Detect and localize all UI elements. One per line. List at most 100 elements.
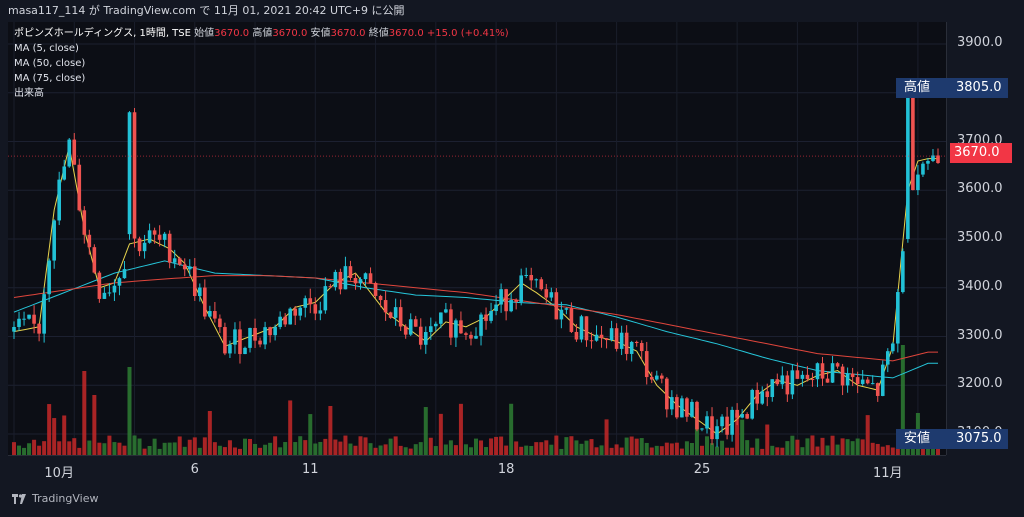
- candle-body: [333, 271, 338, 288]
- candle-body: [589, 340, 594, 342]
- candle-body: [12, 326, 16, 332]
- volume-bar: [243, 438, 247, 455]
- candle-body: [444, 309, 448, 313]
- volume-bar: [142, 448, 147, 455]
- volume-bar: [715, 446, 720, 455]
- volume-bar: [127, 367, 132, 455]
- volume-bar: [288, 400, 293, 455]
- candle-body: [660, 375, 664, 379]
- volume-bar: [499, 436, 504, 455]
- volume-bar: [524, 445, 529, 455]
- high-badge: 高値 3805.0: [896, 78, 1008, 98]
- candle-body: [554, 292, 559, 320]
- candle-body: [82, 210, 87, 235]
- volume-bar: [77, 447, 82, 455]
- candle-body: [238, 329, 242, 355]
- date-tick-label: 25: [693, 462, 711, 477]
- last-price-value: 3670.0: [954, 145, 1000, 160]
- volume-bar: [775, 447, 780, 455]
- candle-body: [17, 318, 21, 327]
- candle-body: [634, 341, 639, 344]
- volume-bar: [725, 447, 730, 455]
- volume-bar: [348, 443, 353, 455]
- low-badge-value: 3075.0: [956, 431, 1002, 446]
- ohlc-high: 高値3670.0: [252, 28, 308, 39]
- candle-body: [293, 308, 298, 316]
- volume-bar: [443, 444, 448, 455]
- volume-bar: [353, 445, 358, 455]
- volume-bar: [745, 440, 750, 455]
- price-tick-label: 3600.0: [957, 181, 1003, 197]
- candle-body: [288, 308, 292, 325]
- volume-bar: [388, 438, 393, 455]
- legend-symbol-row: ポピンズホールディングス, 1時間, TSE 始値3670.0 高値3670.0…: [14, 26, 509, 41]
- candle-body: [830, 363, 835, 383]
- candle-body: [253, 327, 257, 341]
- volume-bar: [735, 413, 740, 455]
- low-badge: 安値 3075.0: [896, 429, 1008, 449]
- volume-bar: [438, 413, 443, 455]
- candle-body: [323, 286, 328, 311]
- volume-bar: [47, 404, 52, 455]
- volume-bar: [283, 442, 288, 455]
- volume-bar: [132, 435, 137, 455]
- volume-bar: [609, 447, 614, 455]
- volume-bar: [273, 436, 278, 455]
- candle-body: [921, 163, 925, 175]
- candle-body: [393, 307, 398, 318]
- candle-body: [97, 272, 102, 299]
- candle-body: [434, 323, 438, 327]
- indicator-ma50[interactable]: MA (50, close): [14, 58, 86, 69]
- candle-body: [42, 294, 46, 334]
- volume-bar: [463, 444, 468, 455]
- candle-body: [474, 335, 478, 339]
- volume-bar: [197, 447, 202, 455]
- candle-body: [534, 279, 539, 281]
- candle-body: [790, 370, 795, 395]
- volume-bar: [162, 442, 167, 455]
- volume-bar: [373, 447, 378, 455]
- candle-body: [308, 298, 313, 305]
- price-tick-label: 3200.0: [957, 376, 1003, 392]
- candle-body: [775, 379, 780, 385]
- indicator-volume[interactable]: 出来高: [14, 88, 44, 99]
- candle-body: [499, 289, 503, 305]
- volume-bar: [313, 443, 318, 455]
- volume-bar: [549, 444, 554, 455]
- indicator-ma5[interactable]: MA (5, close): [14, 43, 79, 54]
- volume-bar: [423, 407, 428, 455]
- tradingview-logo-icon: [12, 493, 26, 504]
- volume-bar: [383, 444, 388, 455]
- volume-bar: [62, 415, 67, 455]
- candle-body: [198, 287, 202, 297]
- volume-bar: [42, 441, 47, 455]
- volume-bar: [293, 442, 298, 455]
- time-axis[interactable]: [8, 455, 946, 483]
- candle-body: [770, 379, 775, 398]
- candle-body: [122, 269, 127, 279]
- volume-bar: [368, 443, 373, 455]
- candle-body: [524, 275, 529, 277]
- tradingview-logo[interactable]: TradingView: [12, 492, 98, 505]
- volume-bar: [433, 446, 438, 455]
- volume-bar: [594, 447, 599, 455]
- candle-body: [604, 338, 609, 341]
- candle-body: [27, 314, 31, 319]
- high-badge-value: 3805.0: [956, 80, 1002, 95]
- volume-bar: [67, 441, 72, 455]
- volume-bar: [489, 438, 494, 455]
- volume-bar: [403, 447, 408, 455]
- volume-bar: [629, 436, 634, 455]
- candle-body: [509, 300, 513, 312]
- candle-body: [840, 366, 845, 386]
- candle-body: [494, 304, 498, 312]
- candle-body: [544, 289, 549, 298]
- volume-bar: [674, 442, 679, 455]
- volume-bar: [740, 419, 745, 455]
- candle-body: [228, 344, 232, 354]
- indicator-ma75[interactable]: MA (75, close): [14, 73, 86, 84]
- volume-bar: [619, 447, 624, 455]
- low-badge-label: 安値: [904, 431, 931, 446]
- volume-bar: [514, 441, 519, 455]
- candle-body: [439, 312, 443, 324]
